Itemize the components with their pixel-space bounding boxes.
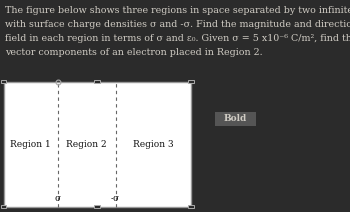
Text: Bold: Bold bbox=[224, 114, 247, 123]
Bar bbox=[94, 205, 100, 208]
Text: The figure below shows three regions in space separated by two infinite sheets o: The figure below shows three regions in … bbox=[5, 6, 350, 15]
Bar bbox=[1, 205, 6, 208]
Text: σ: σ bbox=[55, 194, 61, 203]
Bar bbox=[188, 205, 194, 208]
Text: Region 1: Region 1 bbox=[10, 140, 51, 149]
Text: -σ: -σ bbox=[111, 194, 120, 203]
Text: with surface charge densities σ and -σ. Find the magnitude and direction of the : with surface charge densities σ and -σ. … bbox=[5, 20, 350, 29]
Text: field in each region in terms of σ and ε₀. Given σ = 5 x10⁻⁶ C/m², find the acce: field in each region in terms of σ and ε… bbox=[5, 34, 350, 43]
Bar bbox=[215, 112, 256, 126]
Bar bbox=[4, 82, 191, 207]
Bar bbox=[188, 80, 194, 83]
Text: Region 2: Region 2 bbox=[66, 140, 107, 149]
Text: Region 3: Region 3 bbox=[133, 140, 174, 149]
Bar bbox=[1, 80, 6, 83]
Bar bbox=[94, 80, 100, 83]
Text: vector components of an electron placed in Region 2.: vector components of an electron placed … bbox=[5, 48, 263, 57]
